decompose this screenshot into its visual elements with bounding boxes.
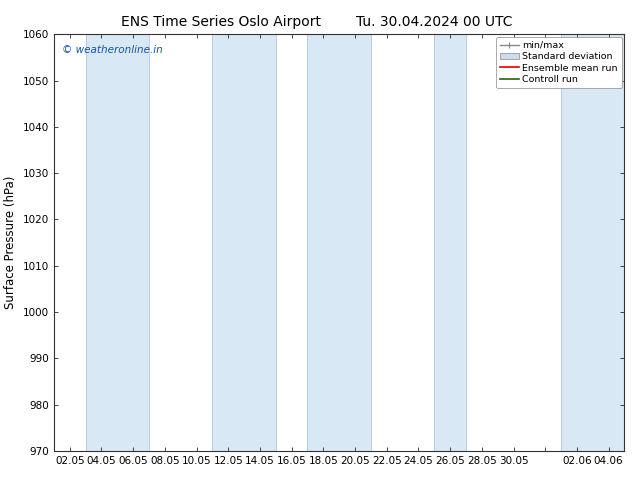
Legend: min/max, Standard deviation, Ensemble mean run, Controll run: min/max, Standard deviation, Ensemble me…	[496, 37, 622, 88]
Bar	[86, 34, 149, 451]
Y-axis label: Surface Pressure (hPa): Surface Pressure (hPa)	[4, 176, 17, 309]
Bar	[212, 34, 276, 451]
Bar	[434, 34, 466, 451]
Bar	[307, 34, 371, 451]
Text: © weatheronline.in: © weatheronline.in	[62, 45, 163, 55]
Text: ENS Time Series Oslo Airport        Tu. 30.04.2024 00 UTC: ENS Time Series Oslo Airport Tu. 30.04.2…	[121, 15, 513, 29]
Bar	[561, 34, 624, 451]
